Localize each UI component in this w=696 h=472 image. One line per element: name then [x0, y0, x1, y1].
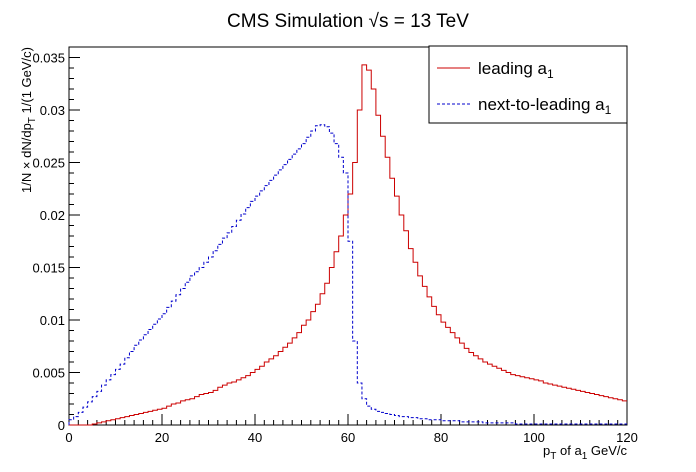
- legend-label: leading a1: [478, 59, 554, 81]
- x-tick-label: 20: [155, 430, 169, 445]
- y-tick-label: 0.025: [32, 156, 65, 171]
- y-tick-label: 0: [58, 418, 65, 433]
- x-tick-label: 40: [248, 430, 262, 445]
- x-axis-ticks: 0 20 40 60 80 100 120: [65, 414, 638, 445]
- y-axis-ticks: 0 0.005 0.01 0.015 0.02 0.025 0.03 0.035: [32, 46, 80, 433]
- y-tick-label: 0.035: [32, 51, 65, 66]
- series-line-next-to-leading: [68, 124, 627, 425]
- x-tick-label: 60: [341, 430, 355, 445]
- y-axis-title: 1/N × dN/dpT 1/(1 GeV/c): [19, 47, 38, 193]
- x-axis-title: pT of a1 GeV/c: [543, 443, 627, 462]
- x-tick-label: 120: [616, 430, 638, 445]
- x-tick-label: 0: [65, 430, 72, 445]
- y-tick-label: 0.005: [32, 366, 65, 381]
- legend: leading a1 next-to-leading a1: [428, 45, 628, 124]
- series-group: [68, 64, 627, 426]
- legend-box: [428, 45, 628, 124]
- series-line-leading: [69, 64, 627, 426]
- y-tick-label: 0.03: [40, 103, 65, 118]
- chart-title: CMS Simulation √s = 13 TeV: [227, 11, 469, 32]
- y-tick-label: 0.02: [40, 208, 65, 223]
- y-tick-label: 0.01: [40, 313, 65, 328]
- legend-label: next-to-leading a1: [478, 95, 612, 117]
- y-tick-label: 0.015: [32, 261, 65, 276]
- x-tick-label: 100: [523, 430, 545, 445]
- x-tick-label: 80: [434, 430, 448, 445]
